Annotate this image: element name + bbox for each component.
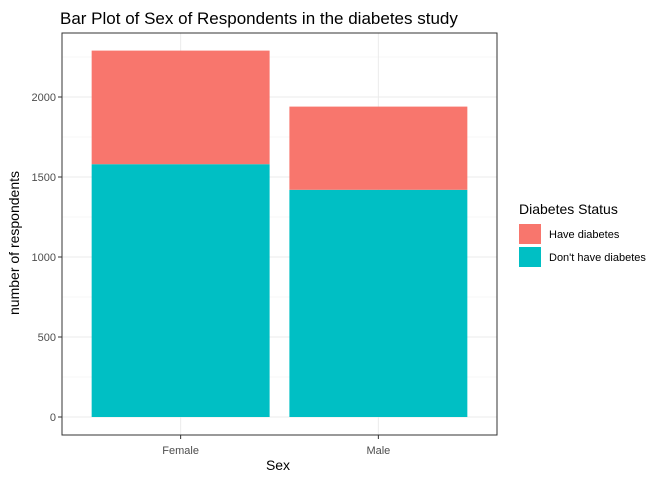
legend-entry-label: Have diabetes [549,229,620,241]
y-tick-label: 500 [38,332,56,344]
y-tick-label: 1000 [32,252,56,264]
x-axis-label: Sex [266,457,290,473]
legend-key [519,224,541,244]
bar-segment [289,106,468,190]
y-tick-label: 1500 [32,172,56,184]
y-tick-label: 2000 [32,92,56,104]
y-axis-label: number of respondents [6,171,22,315]
y-tick-label: 0 [50,412,56,424]
bar-segment [91,50,270,165]
legend-entry-label: Don't have diabetes [549,252,646,264]
legend: Diabetes Status Have diabetes Don't have d… [519,201,646,267]
legend-title: Diabetes Status [519,201,618,217]
plot-area: 0 500 1000 1500 2000 Female Male [32,32,498,457]
legend-key [519,247,541,267]
chart-title: Bar Plot of Sex of Respondents in the di… [60,9,458,28]
bar-segment [289,189,468,417]
plot-border [61,32,498,436]
x-tick-label: Male [366,445,390,457]
x-tick-label: Female [162,445,199,457]
bar-segment [91,164,270,417]
